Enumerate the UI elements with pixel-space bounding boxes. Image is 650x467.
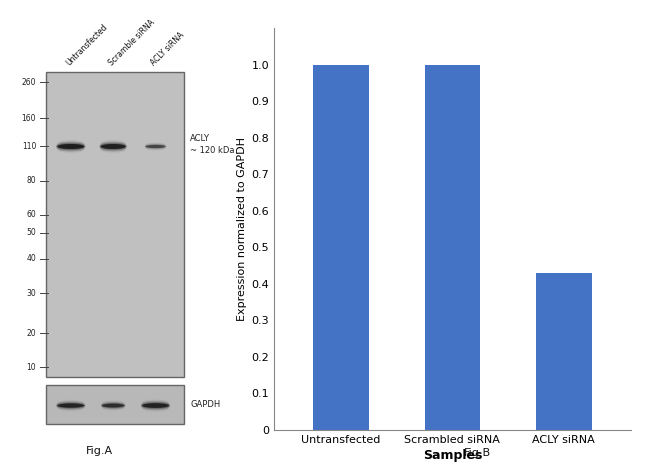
Ellipse shape xyxy=(101,403,125,409)
Text: Fig.B: Fig.B xyxy=(464,448,491,458)
Text: GAPDH: GAPDH xyxy=(190,400,220,409)
Ellipse shape xyxy=(101,404,125,410)
Ellipse shape xyxy=(142,403,169,408)
Ellipse shape xyxy=(101,147,125,153)
Text: 40: 40 xyxy=(27,255,36,263)
Ellipse shape xyxy=(99,143,127,149)
Ellipse shape xyxy=(57,144,84,149)
Ellipse shape xyxy=(57,403,84,408)
Bar xyxy=(424,64,480,430)
Ellipse shape xyxy=(57,142,84,148)
Text: 20: 20 xyxy=(27,329,36,338)
Text: 10: 10 xyxy=(27,363,36,372)
Ellipse shape xyxy=(56,403,85,408)
Text: 260: 260 xyxy=(21,78,36,87)
Ellipse shape xyxy=(57,404,84,410)
Ellipse shape xyxy=(57,147,84,153)
Ellipse shape xyxy=(57,141,84,147)
Ellipse shape xyxy=(141,402,170,408)
Text: Fig.A: Fig.A xyxy=(86,446,113,456)
Bar xyxy=(46,72,185,377)
Text: 30: 30 xyxy=(27,289,36,297)
Ellipse shape xyxy=(146,145,166,148)
Ellipse shape xyxy=(102,403,124,408)
Ellipse shape xyxy=(57,405,84,411)
Ellipse shape xyxy=(102,405,124,410)
Ellipse shape xyxy=(56,144,85,150)
Text: 110: 110 xyxy=(21,142,36,151)
Text: ACLY
~ 120 kDa: ACLY ~ 120 kDa xyxy=(190,134,235,155)
Ellipse shape xyxy=(142,401,170,407)
Ellipse shape xyxy=(101,402,125,407)
Text: 80: 80 xyxy=(27,176,36,185)
Text: Untransfected: Untransfected xyxy=(64,22,109,67)
Ellipse shape xyxy=(100,145,126,151)
Ellipse shape xyxy=(145,144,166,148)
X-axis label: Samples: Samples xyxy=(422,449,482,462)
Ellipse shape xyxy=(142,405,169,411)
Ellipse shape xyxy=(57,400,84,406)
Ellipse shape xyxy=(141,403,170,409)
Ellipse shape xyxy=(99,144,127,150)
Y-axis label: Expression normalized to GAPDH: Expression normalized to GAPDH xyxy=(237,137,248,321)
Ellipse shape xyxy=(101,144,125,149)
Ellipse shape xyxy=(142,400,169,406)
Ellipse shape xyxy=(57,401,84,407)
Text: 60: 60 xyxy=(27,210,36,219)
Ellipse shape xyxy=(145,146,166,149)
Bar xyxy=(536,273,592,430)
Ellipse shape xyxy=(101,141,125,147)
Bar xyxy=(313,64,369,430)
Text: Scramble siRNA: Scramble siRNA xyxy=(107,18,156,67)
Ellipse shape xyxy=(101,403,125,408)
Ellipse shape xyxy=(145,143,166,147)
Ellipse shape xyxy=(57,145,84,151)
Ellipse shape xyxy=(102,401,124,406)
Ellipse shape xyxy=(142,404,170,410)
Bar xyxy=(46,385,185,424)
Ellipse shape xyxy=(56,143,85,149)
Text: 160: 160 xyxy=(21,114,36,123)
Text: 50: 50 xyxy=(27,228,36,237)
Ellipse shape xyxy=(145,145,166,149)
Ellipse shape xyxy=(56,403,85,409)
Ellipse shape xyxy=(100,142,126,148)
Text: ACLY siRNA: ACLY siRNA xyxy=(149,30,186,67)
